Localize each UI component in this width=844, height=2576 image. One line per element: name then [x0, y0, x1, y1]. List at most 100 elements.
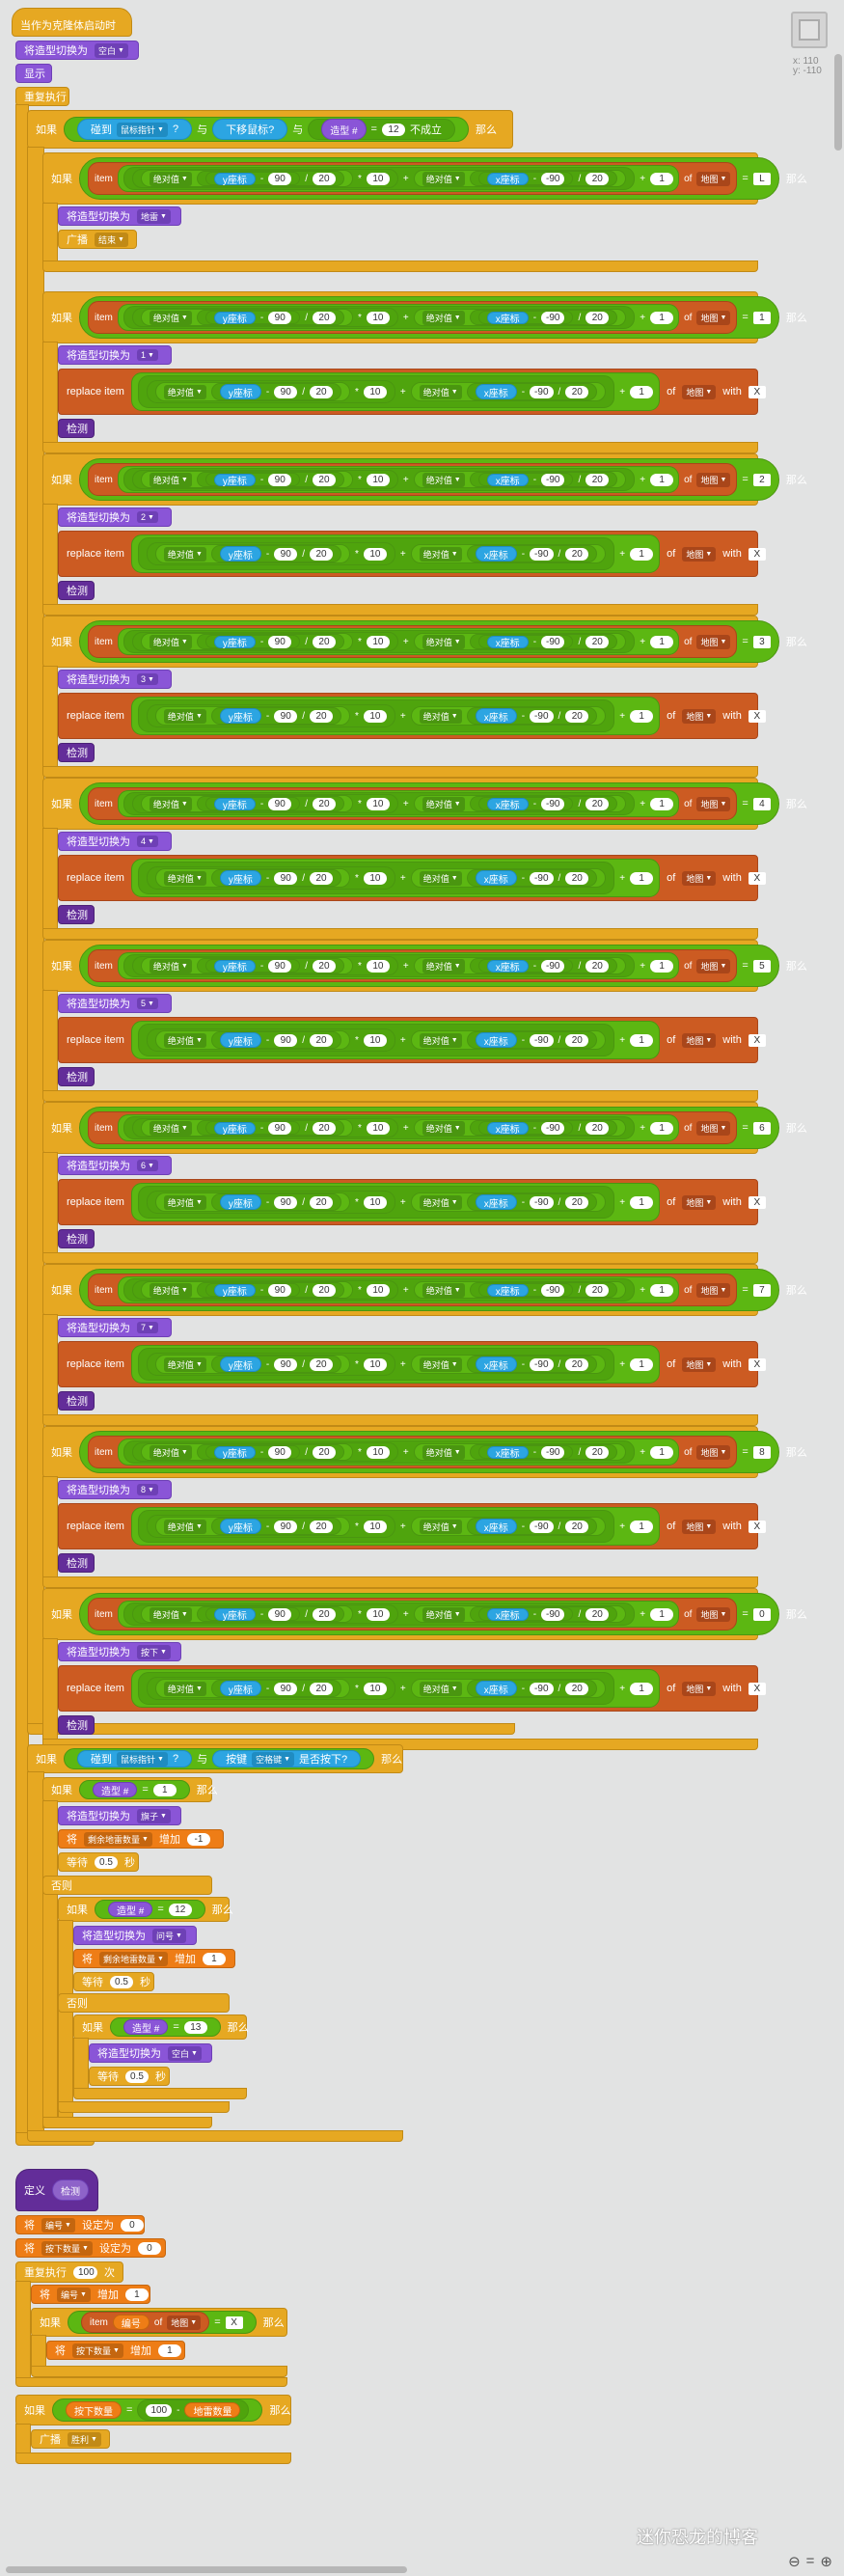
abs-dropdown[interactable]: 绝对值 ▼: [149, 1120, 192, 1136]
value-20[interactable]: 20: [310, 1033, 333, 1047]
abs-reporter[interactable]: 绝对值 ▼ y座标 - 90 / 20: [140, 1605, 353, 1623]
y-position-reporter[interactable]: y座标: [213, 1283, 256, 1298]
block-broadcast-win[interactable]: 广播 胜利 ▼: [31, 2429, 110, 2449]
vertical-scrollbar[interactable]: [834, 54, 842, 151]
y-position-reporter[interactable]: y座标: [219, 1681, 261, 1696]
value-10[interactable]: 10: [363, 1520, 387, 1533]
abs-dropdown[interactable]: 绝对值 ▼: [419, 1519, 462, 1534]
index-reporter[interactable]: 绝对值 ▼ y座标 - 90 / 20 * 10: [130, 534, 661, 573]
value-20[interactable]: 20: [312, 1121, 336, 1135]
value-12[interactable]: 12: [381, 123, 405, 136]
value-1[interactable]: 1: [630, 871, 654, 885]
abs-reporter[interactable]: 绝对值 ▼ y座标 - 90 / 20: [140, 471, 353, 488]
value-90[interactable]: 90: [274, 709, 298, 723]
eq-condition[interactable]: item 绝对值 ▼ y座标 - 90: [79, 782, 779, 825]
value-x[interactable]: X: [225, 2316, 243, 2329]
times-reporter[interactable]: 绝对值 ▼ y座标 - 90 / 20 * 10: [146, 542, 395, 565]
costume-dropdown[interactable]: 3 ▼: [137, 673, 158, 685]
abs-reporter-2[interactable]: 绝对值 ▼ x座标 - -90 / 20: [413, 795, 627, 812]
value-90[interactable]: 90: [268, 1283, 292, 1297]
abs-dropdown[interactable]: 绝对值 ▼: [422, 634, 465, 649]
value-neg90[interactable]: -90: [530, 547, 554, 561]
if-item-eq-x[interactable]: 如果 item 编号 of 地图 ▼ = X 那么: [31, 2308, 287, 2337]
abs-dropdown[interactable]: 绝对值 ▼: [163, 546, 206, 562]
block-call-check-4[interactable]: 检测: [58, 905, 95, 924]
div-reporter[interactable]: x座标 - -90 / 20: [469, 634, 618, 649]
block-set-num[interactable]: 将 编号 ▼ 设定为 0: [15, 2215, 145, 2234]
value-90[interactable]: 90: [268, 635, 292, 648]
abs-reporter[interactable]: 绝对值 ▼ y座标 - 90 / 20: [154, 1517, 350, 1536]
value-x[interactable]: X: [748, 1682, 766, 1695]
abs-reporter[interactable]: 绝对值 ▼ y座标 - 90 / 20: [154, 544, 350, 563]
index-reporter[interactable]: 绝对值 ▼ y座标 - 90 / 20 * 10: [130, 697, 661, 735]
value-0[interactable]: 0: [137, 2241, 161, 2255]
touching-target-dropdown[interactable]: 鼠标指针 ▼: [117, 122, 168, 137]
list-dropdown[interactable]: 地图 ▼: [167, 2315, 202, 2330]
plus-reporter[interactable]: 绝对值 ▼ y座标 - 90 / 20: [117, 952, 680, 979]
block-replace-item-5[interactable]: replace item 绝对值 ▼ y座标 - 90 /: [58, 1017, 766, 1063]
minus-reporter[interactable]: x座标 - -90: [477, 172, 574, 186]
and-condition-2[interactable]: 碰到 鼠标指针 ▼ ? 与 按键 空格键 ▼ 是否按下?: [64, 1748, 375, 1769]
value-20[interactable]: 20: [565, 1682, 589, 1695]
times-reporter[interactable]: 绝对值 ▼ y座标 - 90 / 20 * 10: [146, 1353, 395, 1376]
plus-reporter[interactable]: 绝对值 ▼ y座标 - 90 / 20: [117, 165, 680, 192]
abs-dropdown[interactable]: 绝对值 ▼: [163, 1519, 206, 1534]
abs-reporter[interactable]: 绝对值 ▼ y座标 - 90 / 20: [154, 706, 350, 726]
block-switch-costume-mine[interactable]: 将造型切换为 地雷 ▼: [58, 206, 181, 226]
abs-dropdown[interactable]: 绝对值 ▼: [163, 1681, 206, 1696]
abs-dropdown[interactable]: 绝对值 ▼: [419, 546, 462, 562]
value-20[interactable]: 20: [585, 1283, 610, 1297]
value-1[interactable]: 1: [124, 2288, 149, 2301]
value-1[interactable]: 1: [202, 1952, 226, 1965]
y-position-reporter[interactable]: y座标: [213, 172, 256, 186]
value-90[interactable]: 90: [274, 547, 298, 561]
y-position-reporter[interactable]: y座标: [213, 311, 256, 325]
plus-inner[interactable]: 绝对值 ▼ y座标 - 90 / 20: [123, 167, 636, 190]
div-reporter[interactable]: x座标 - -90 / 20: [466, 869, 598, 887]
value-1[interactable]: 1: [650, 473, 674, 486]
value-90[interactable]: 90: [268, 959, 292, 973]
value-neg90[interactable]: -90: [530, 1033, 554, 1047]
div-reporter[interactable]: x座标 - -90 / 20: [466, 1356, 598, 1373]
variable-dropdown[interactable]: 剩余地雷数量 ▼: [99, 1951, 168, 1966]
abs-dropdown[interactable]: 绝对值 ▼: [422, 171, 465, 186]
if-item-check-7[interactable]: 如果 item 绝对值 ▼ y座标 -: [42, 1264, 807, 1316]
div-reporter[interactable]: x座标 - -90 / 20: [469, 958, 618, 973]
y-position-reporter[interactable]: y座标: [213, 797, 256, 811]
block-switch-costume-digit-3[interactable]: 将造型切换为 3 ▼: [58, 670, 172, 689]
block-call-check-5[interactable]: 检测: [58, 1067, 95, 1086]
x-position-reporter[interactable]: x座标: [486, 172, 529, 186]
value-10[interactable]: 10: [366, 1445, 390, 1459]
x-position-reporter[interactable]: x座标: [486, 635, 529, 649]
div-reporter[interactable]: y座标 - 90 / 20: [196, 634, 344, 649]
value-neg90[interactable]: -90: [541, 1607, 565, 1621]
if-costume-1[interactable]: 如果 造型 # = 1 那么: [42, 1777, 218, 1802]
value-20[interactable]: 20: [312, 473, 336, 486]
minus-reporter[interactable]: 100 - 地雷数量: [137, 2399, 250, 2421]
value-20[interactable]: 20: [585, 797, 610, 810]
value-20[interactable]: 20: [565, 709, 589, 723]
value-20[interactable]: 20: [585, 959, 610, 973]
plus-inner[interactable]: 绝对值 ▼ y座标 - 90 / 20: [123, 954, 636, 977]
plus-reporter[interactable]: 绝对值 ▼ y座标 - 90 / 20: [117, 466, 680, 493]
eq-condition[interactable]: item 绝对值 ▼ y座标 - 90: [79, 1431, 779, 1473]
y-position-reporter[interactable]: y座标: [213, 1121, 256, 1136]
y-position-reporter[interactable]: y座标: [213, 1445, 256, 1460]
abs-reporter-2[interactable]: 绝对值 ▼ x座标 - -90 / 20: [413, 170, 627, 187]
list-dropdown[interactable]: 地图 ▼: [696, 1120, 731, 1136]
value-x[interactable]: X: [748, 1520, 766, 1533]
abs-dropdown[interactable]: 绝对值 ▼: [163, 708, 206, 724]
value-1[interactable]: 1: [650, 635, 674, 648]
if-mouse-clicked[interactable]: 如果 碰到 鼠标指针 ▼ ? 与 下移鼠标? 与 造型 # = 12 不成立 那么: [27, 110, 513, 149]
block-switch-costume-digit-5[interactable]: 将造型切换为 5 ▼: [58, 994, 172, 1013]
plus-inner[interactable]: 绝对值 ▼ y座标 - 90 / 20: [123, 468, 636, 491]
div-reporter[interactable]: y座标 - 90 / 20: [210, 707, 341, 725]
value-20[interactable]: 20: [585, 172, 610, 185]
abs-dropdown[interactable]: 绝对值 ▼: [149, 958, 192, 973]
costume-dropdown[interactable]: 6 ▼: [137, 1160, 158, 1171]
value-20[interactable]: 20: [312, 635, 336, 648]
if-space-pressed[interactable]: 如果 碰到 鼠标指针 ▼ ? 与 按键 空格键 ▼ 是否按下? 那么: [27, 1744, 403, 1773]
value-90[interactable]: 90: [274, 871, 298, 885]
value-90[interactable]: 90: [268, 1607, 292, 1621]
key-dropdown[interactable]: 空格键 ▼: [252, 1751, 295, 1767]
